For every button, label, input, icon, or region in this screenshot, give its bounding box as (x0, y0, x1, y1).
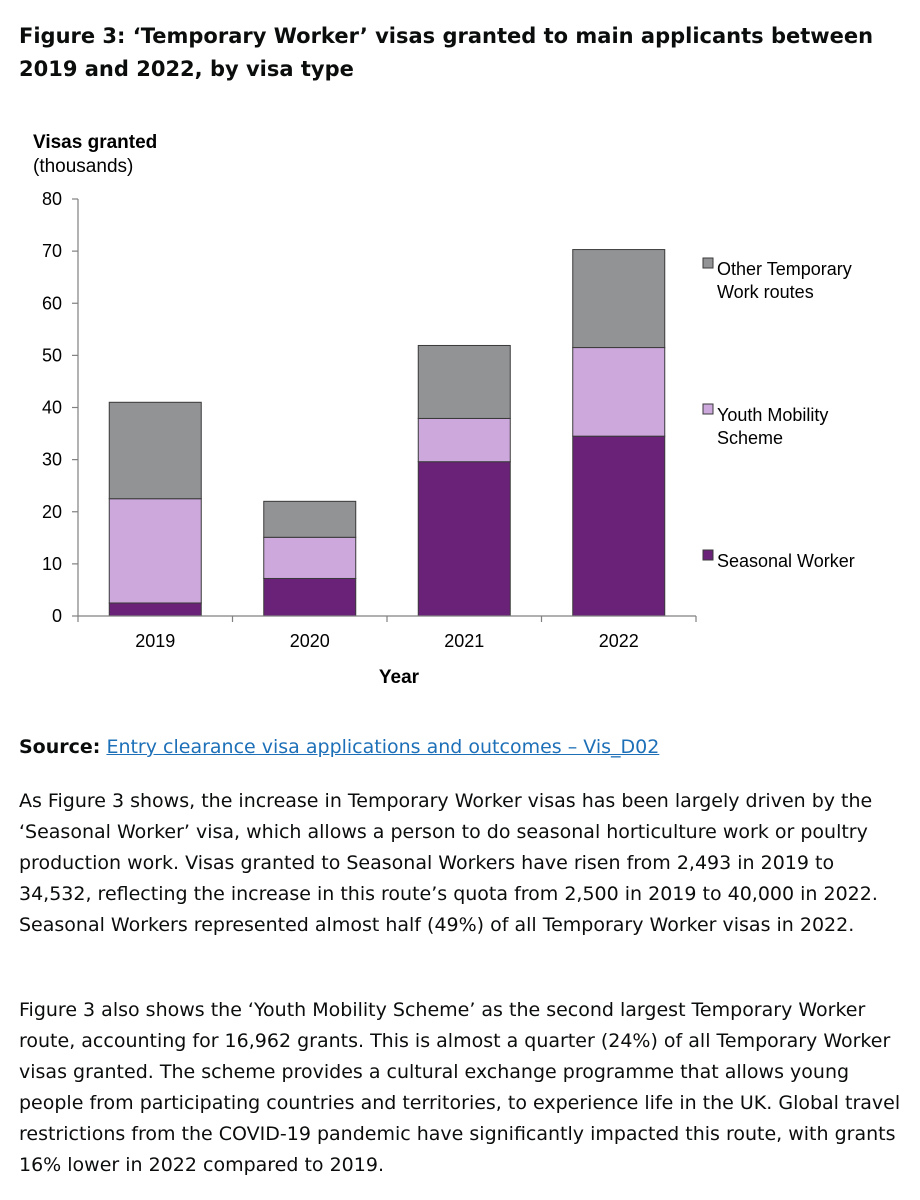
legend-swatch (702, 549, 714, 561)
y-tick-label: 80 (42, 189, 62, 209)
source-link[interactable]: Entry clearance visa applications and ou… (106, 736, 660, 758)
source-label: Source: (19, 736, 101, 758)
x-tick-label: 2021 (444, 631, 484, 651)
y-tick-label: 10 (42, 554, 62, 574)
bar-segment-youth-mobility-scheme-2022 (572, 347, 666, 437)
bar-segment-youth-mobility-scheme-2020 (263, 536, 357, 579)
y-axis-units: (thousands) (33, 156, 133, 177)
x-axis-label: Year (379, 667, 420, 688)
bar-segment-seasonal-worker-2019 (108, 602, 202, 617)
bar-segment-seasonal-worker-2020 (263, 577, 357, 617)
y-tick-label: 70 (42, 241, 62, 261)
legend-swatch (702, 257, 714, 269)
x-tick-label: 2022 (599, 631, 639, 651)
bar-segment-seasonal-worker-2022 (572, 435, 666, 617)
y-tick-label: 60 (42, 293, 62, 313)
x-tick-label: 2020 (290, 631, 330, 651)
y-tick-label: 40 (42, 398, 62, 418)
bar-segment-other-temporary-work-routes-2021 (417, 344, 511, 419)
stacked-bar-chart: Visas granted (thousands) 0 10 20 30 40 50 60 7… (33, 132, 855, 688)
y-axis-label: Visas granted (33, 132, 157, 153)
x-tick-label: 2019 (135, 631, 175, 651)
legend-label: Other Temporary Work routes (717, 259, 852, 302)
bar-segment-other-temporary-work-routes-2022 (572, 249, 666, 349)
bar-segment-other-temporary-work-routes-2019 (108, 401, 202, 500)
y-tick-label: 30 (42, 450, 62, 470)
bar-segment-seasonal-worker-2021 (417, 461, 511, 617)
legend-swatch (702, 403, 714, 415)
paragraph-1: As Figure 3 shows, the increase in Tempo… (19, 790, 878, 936)
legend-label: Seasonal Worker (717, 551, 855, 571)
y-tick-label: 20 (42, 502, 62, 522)
bar-segment-youth-mobility-scheme-2021 (417, 417, 511, 463)
source-line: Source: Entry clearance visa application… (19, 733, 659, 761)
legend-label: Youth Mobility Scheme (717, 405, 828, 448)
figure-title: Figure 3: ‘Temporary Worker’ visas grant… (19, 24, 874, 81)
paragraph-2: Figure 3 also shows the ‘Youth Mobility … (19, 999, 901, 1176)
bar-segment-youth-mobility-scheme-2019 (108, 498, 202, 604)
y-tick-label: 0 (52, 606, 62, 626)
bar-segment-other-temporary-work-routes-2020 (263, 500, 357, 538)
y-tick-label: 50 (42, 345, 62, 365)
